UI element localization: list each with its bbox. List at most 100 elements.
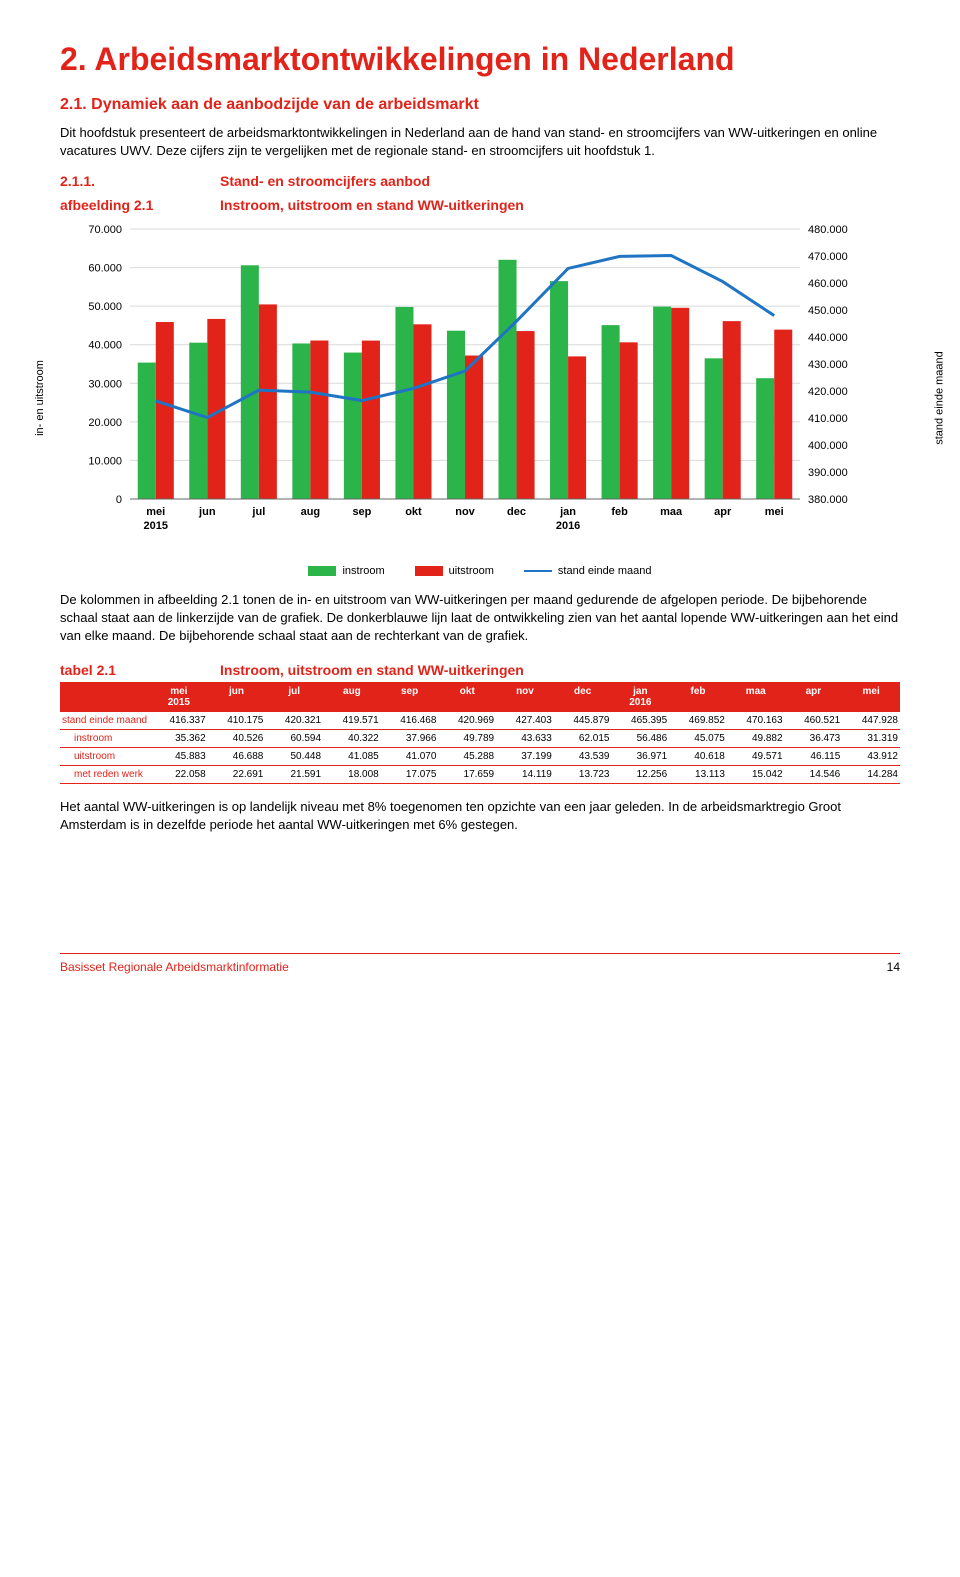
table-cell: 43.912 bbox=[842, 748, 900, 766]
legend-label: stand einde maand bbox=[558, 565, 652, 577]
svg-text:jan: jan bbox=[559, 506, 576, 518]
svg-text:20.000: 20.000 bbox=[88, 417, 122, 429]
table-cell: 49.789 bbox=[438, 730, 496, 748]
table-cell: 36.971 bbox=[612, 748, 670, 766]
svg-text:70.000: 70.000 bbox=[88, 224, 122, 236]
table-row-label: uitstroom bbox=[60, 748, 150, 766]
table-cell: 14.546 bbox=[785, 766, 843, 784]
table-cell: 465.395 bbox=[612, 712, 670, 730]
svg-text:2015: 2015 bbox=[144, 520, 168, 532]
table-cell: 40.618 bbox=[669, 748, 727, 766]
table-cell: 46.688 bbox=[208, 748, 266, 766]
svg-text:2016: 2016 bbox=[556, 520, 580, 532]
page-title: 2. Arbeidsmarktontwikkelingen in Nederla… bbox=[60, 40, 900, 78]
legend-item: uitstroom bbox=[415, 565, 494, 577]
table-cell: 460.521 bbox=[785, 712, 843, 730]
table-row-label: stand einde maand bbox=[60, 712, 150, 730]
svg-text:380.000: 380.000 bbox=[808, 494, 848, 506]
table-cell: 14.119 bbox=[496, 766, 554, 784]
table-cell: 21.591 bbox=[265, 766, 323, 784]
table-number: tabel 2.1 bbox=[60, 662, 180, 678]
svg-text:maa: maa bbox=[660, 506, 683, 518]
table-cell: 31.319 bbox=[842, 730, 900, 748]
svg-text:470.000: 470.000 bbox=[808, 251, 848, 263]
svg-text:440.000: 440.000 bbox=[808, 332, 848, 344]
svg-text:420.000: 420.000 bbox=[808, 386, 848, 398]
table-row-label: instroom bbox=[60, 730, 150, 748]
table-cell: 420.969 bbox=[438, 712, 496, 730]
figure-number: afbeelding 2.1 bbox=[60, 197, 180, 213]
table-cell: 40.526 bbox=[208, 730, 266, 748]
table-cell: 470.163 bbox=[727, 712, 785, 730]
table-cell: 18.008 bbox=[323, 766, 381, 784]
legend-swatch bbox=[308, 566, 336, 576]
chart-legend: instroomuitstroomstand einde maand bbox=[60, 565, 900, 577]
table-cell: 35.362 bbox=[150, 730, 208, 748]
table-col-header: sep bbox=[381, 682, 439, 712]
table-col-header: maa bbox=[727, 682, 785, 712]
table-cell: 45.288 bbox=[438, 748, 496, 766]
table-col-header: jan2016 bbox=[612, 682, 670, 712]
table-cell: 13.113 bbox=[669, 766, 727, 784]
table-cell: 13.723 bbox=[554, 766, 612, 784]
svg-text:aug: aug bbox=[301, 506, 321, 518]
svg-text:60.000: 60.000 bbox=[88, 263, 122, 275]
table-cell: 416.468 bbox=[381, 712, 439, 730]
table-cell: 22.058 bbox=[150, 766, 208, 784]
svg-text:410.000: 410.000 bbox=[808, 413, 848, 425]
svg-text:0: 0 bbox=[116, 494, 122, 506]
footer-source: Basisset Regionale Arbeidsmarktinformati… bbox=[60, 960, 289, 974]
chart-description: De kolommen in afbeelding 2.1 tonen de i… bbox=[60, 591, 900, 644]
table-row: uitstroom45.88346.68850.44841.08541.0704… bbox=[60, 748, 900, 766]
table-cell: 410.175 bbox=[208, 712, 266, 730]
closing-paragraph: Het aantal WW-uitkeringen is op landelij… bbox=[60, 798, 900, 833]
table-cell: 60.594 bbox=[265, 730, 323, 748]
svg-text:480.000: 480.000 bbox=[808, 224, 848, 236]
table-col-header: apr bbox=[785, 682, 843, 712]
table-cell: 45.883 bbox=[150, 748, 208, 766]
footer-page-number: 14 bbox=[887, 960, 900, 974]
svg-text:dec: dec bbox=[507, 506, 526, 518]
svg-text:40.000: 40.000 bbox=[88, 340, 122, 352]
svg-text:430.000: 430.000 bbox=[808, 359, 848, 371]
chart-y-right-label: stand einde maand bbox=[934, 352, 946, 446]
table-row: met reden werk22.05822.69121.59118.00817… bbox=[60, 766, 900, 784]
table-cell: 17.659 bbox=[438, 766, 496, 784]
legend-swatch bbox=[524, 570, 552, 572]
table-cell: 447.928 bbox=[842, 712, 900, 730]
figure-title: Instroom, uitstroom en stand WW-uitkerin… bbox=[220, 197, 524, 213]
intro-paragraph: Dit hoofdstuk presenteert de arbeidsmark… bbox=[60, 124, 900, 159]
table-cell: 469.852 bbox=[669, 712, 727, 730]
page-footer: Basisset Regionale Arbeidsmarktinformati… bbox=[60, 953, 900, 974]
svg-text:jul: jul bbox=[251, 506, 265, 518]
table-row: stand einde maand416.337410.175420.32141… bbox=[60, 712, 900, 730]
svg-text:mei: mei bbox=[146, 506, 165, 518]
svg-text:jun: jun bbox=[198, 506, 216, 518]
legend-item: stand einde maand bbox=[524, 565, 652, 577]
table-cell: 420.321 bbox=[265, 712, 323, 730]
svg-text:390.000: 390.000 bbox=[808, 467, 848, 479]
table-cell: 14.284 bbox=[842, 766, 900, 784]
table-col-header: feb bbox=[669, 682, 727, 712]
svg-text:450.000: 450.000 bbox=[808, 305, 848, 317]
legend-swatch bbox=[415, 566, 443, 576]
legend-label: uitstroom bbox=[449, 565, 494, 577]
chart-svg: 010.00020.00030.00040.00050.00060.00070.… bbox=[60, 219, 870, 559]
table-col-header: dec bbox=[554, 682, 612, 712]
table-cell: 49.571 bbox=[727, 748, 785, 766]
svg-text:nov: nov bbox=[455, 506, 475, 518]
table-cell: 427.403 bbox=[496, 712, 554, 730]
table-cell: 419.571 bbox=[323, 712, 381, 730]
table-cell: 41.070 bbox=[381, 748, 439, 766]
table-cell: 37.966 bbox=[381, 730, 439, 748]
svg-text:400.000: 400.000 bbox=[808, 440, 848, 452]
svg-text:30.000: 30.000 bbox=[88, 379, 122, 391]
section-heading: 2.1. Dynamiek aan de aanbodzijde van de … bbox=[60, 96, 900, 114]
svg-text:460.000: 460.000 bbox=[808, 278, 848, 290]
table-cell: 43.633 bbox=[496, 730, 554, 748]
table-cell: 41.085 bbox=[323, 748, 381, 766]
table-cell: 50.448 bbox=[265, 748, 323, 766]
table-row-label: met reden werk bbox=[60, 766, 150, 784]
chart-y-left-label: in- en uitstroom bbox=[34, 361, 46, 437]
table-cell: 37.199 bbox=[496, 748, 554, 766]
